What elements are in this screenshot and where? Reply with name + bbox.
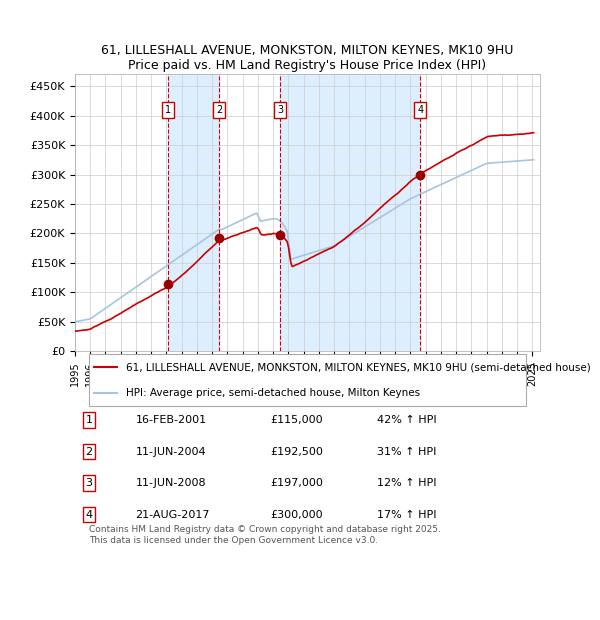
Text: 12% ↑ HPI: 12% ↑ HPI bbox=[377, 478, 437, 488]
Text: 17% ↑ HPI: 17% ↑ HPI bbox=[377, 510, 437, 520]
Text: Contains HM Land Registry data © Crown copyright and database right 2025.
This d: Contains HM Land Registry data © Crown c… bbox=[89, 525, 441, 544]
Text: HPI: Average price, semi-detached house, Milton Keynes: HPI: Average price, semi-detached house,… bbox=[126, 388, 420, 397]
Text: £197,000: £197,000 bbox=[270, 478, 323, 488]
Bar bbox=[280, 74, 420, 352]
Text: 1: 1 bbox=[165, 105, 172, 115]
Text: 4: 4 bbox=[417, 105, 423, 115]
Title: 61, LILLESHALL AVENUE, MONKSTON, MILTON KEYNES, MK10 9HU
Price paid vs. HM Land : 61, LILLESHALL AVENUE, MONKSTON, MILTON … bbox=[101, 44, 514, 72]
Text: 42% ↑ HPI: 42% ↑ HPI bbox=[377, 415, 437, 425]
Text: £300,000: £300,000 bbox=[270, 510, 323, 520]
Text: 4: 4 bbox=[85, 510, 92, 520]
Text: 3: 3 bbox=[277, 105, 283, 115]
Text: 21-AUG-2017: 21-AUG-2017 bbox=[136, 510, 210, 520]
Text: 16-FEB-2001: 16-FEB-2001 bbox=[136, 415, 206, 425]
Text: 31% ↑ HPI: 31% ↑ HPI bbox=[377, 446, 437, 456]
Text: 11-JUN-2004: 11-JUN-2004 bbox=[136, 446, 206, 456]
Text: £192,500: £192,500 bbox=[270, 446, 323, 456]
Text: 1: 1 bbox=[85, 415, 92, 425]
Text: 2: 2 bbox=[85, 446, 92, 456]
Text: £115,000: £115,000 bbox=[270, 415, 323, 425]
Text: 3: 3 bbox=[85, 478, 92, 488]
Text: 2: 2 bbox=[216, 105, 222, 115]
Text: 11-JUN-2008: 11-JUN-2008 bbox=[136, 478, 206, 488]
Text: 61, LILLESHALL AVENUE, MONKSTON, MILTON KEYNES, MK10 9HU (semi-detached house): 61, LILLESHALL AVENUE, MONKSTON, MILTON … bbox=[126, 362, 591, 373]
Bar bbox=[169, 74, 219, 352]
FancyBboxPatch shape bbox=[89, 354, 526, 405]
